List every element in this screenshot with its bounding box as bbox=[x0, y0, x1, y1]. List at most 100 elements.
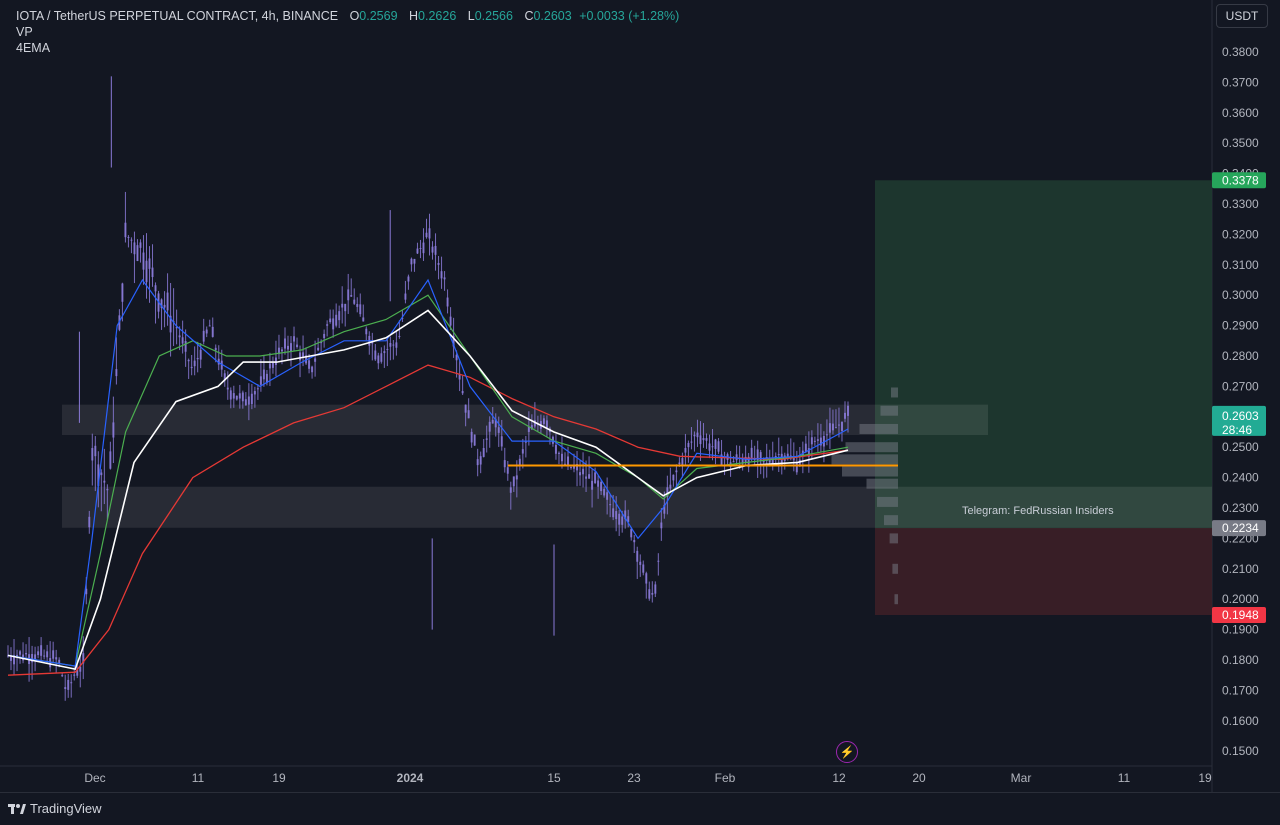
candle-body bbox=[283, 338, 286, 349]
price-tick-label: 0.1500 bbox=[1222, 744, 1259, 758]
flash-icon[interactable]: ⚡ bbox=[836, 741, 858, 763]
stop-loss-zone[interactable] bbox=[875, 528, 1212, 616]
change-value: +0.0033 (+1.28%) bbox=[579, 9, 680, 23]
candle-body bbox=[618, 513, 621, 525]
candle-body bbox=[235, 395, 238, 400]
symbol-title[interactable]: IOTA / TetherUS PERPETUAL CONTRACT, 4h, … bbox=[16, 9, 339, 23]
candle-body bbox=[392, 344, 395, 346]
price-tick-label: 0.1600 bbox=[1222, 714, 1259, 728]
candle-body bbox=[229, 390, 232, 400]
candle-body bbox=[431, 246, 434, 253]
ema-slow-line[interactable] bbox=[7, 309, 849, 671]
price-tick-label: 0.3300 bbox=[1222, 197, 1259, 211]
ema-fast-line[interactable] bbox=[7, 278, 849, 667]
candle-body bbox=[226, 387, 229, 390]
candle-body bbox=[446, 297, 449, 307]
volume-profile-bar bbox=[845, 442, 898, 453]
take-profit-price-tag-bg[interactable] bbox=[1212, 172, 1266, 189]
candle-body bbox=[840, 421, 843, 431]
candle-body bbox=[542, 418, 545, 424]
candle-body bbox=[687, 442, 690, 448]
candle-body bbox=[476, 459, 479, 466]
candle-body bbox=[633, 539, 636, 543]
candle-body bbox=[413, 258, 416, 264]
current-price-tag[interactable]: 0.2603 bbox=[1222, 409, 1259, 423]
candle-body bbox=[678, 462, 681, 465]
candle-body bbox=[702, 438, 705, 441]
candle-body bbox=[557, 452, 560, 454]
price-tick-label: 0.2700 bbox=[1222, 379, 1259, 393]
candle-body bbox=[148, 258, 151, 269]
candle-body bbox=[554, 444, 557, 454]
volume-profile-bar bbox=[859, 423, 898, 434]
price-tick-label: 0.1800 bbox=[1222, 653, 1259, 667]
candle-body bbox=[76, 669, 79, 676]
candle-body bbox=[518, 458, 521, 465]
candle-body bbox=[142, 252, 145, 270]
candle-body bbox=[636, 550, 639, 562]
stop-loss-price-tag-bg[interactable] bbox=[1212, 607, 1266, 624]
ema-mid-line[interactable] bbox=[7, 294, 849, 667]
take-profit-price-tag[interactable]: 0.3378 bbox=[1222, 173, 1259, 187]
ema-long-line[interactable] bbox=[7, 364, 849, 676]
candle-body bbox=[308, 360, 311, 369]
candle-body bbox=[25, 653, 28, 655]
tradingview-logo[interactable]: TradingView bbox=[8, 801, 102, 816]
candle-body bbox=[681, 458, 684, 466]
candle-body bbox=[657, 560, 660, 562]
candle-body bbox=[103, 480, 106, 483]
candle-body bbox=[374, 350, 377, 360]
candle-body bbox=[130, 239, 133, 241]
support-resistance-zone[interactable] bbox=[62, 404, 988, 436]
candle-body bbox=[804, 443, 807, 452]
entry-price-tag-bg[interactable] bbox=[1212, 520, 1266, 537]
volume-profile-bar bbox=[842, 466, 898, 477]
candle-body bbox=[506, 467, 509, 474]
candle-body bbox=[184, 341, 187, 352]
close-label: C bbox=[524, 9, 534, 23]
stop-loss-price-tag[interactable]: 0.1948 bbox=[1222, 608, 1259, 622]
candle-body bbox=[603, 488, 606, 496]
candle-body bbox=[732, 461, 735, 463]
time-tick-label: 11 bbox=[192, 771, 205, 785]
candle-body bbox=[831, 423, 834, 431]
candle-body bbox=[232, 393, 235, 399]
candle-body bbox=[847, 405, 849, 416]
entry-price-tag[interactable]: 0.2234 bbox=[1222, 521, 1259, 535]
price-tick-label: 0.1700 bbox=[1222, 683, 1259, 697]
candle-body bbox=[344, 303, 347, 312]
candle-body bbox=[419, 248, 422, 250]
current-price-tag-bg[interactable] bbox=[1212, 405, 1266, 436]
indicator-4ema[interactable]: 4EMA bbox=[16, 41, 51, 55]
candle-body bbox=[34, 654, 37, 662]
candle-body bbox=[684, 448, 687, 453]
low-value: 0.2566 bbox=[474, 9, 513, 23]
candle-body bbox=[250, 393, 253, 405]
candle-body bbox=[365, 328, 368, 335]
volume-profile-bar bbox=[831, 454, 898, 465]
candle-body bbox=[37, 651, 40, 656]
candle-body bbox=[169, 315, 172, 333]
candle-body bbox=[320, 342, 323, 344]
candle-body bbox=[473, 434, 476, 446]
volume-profile-bar bbox=[884, 515, 898, 526]
candle-body bbox=[699, 435, 702, 445]
candle-body bbox=[52, 650, 55, 659]
candle-body bbox=[299, 352, 302, 361]
currency-unit-button[interactable]: USDT bbox=[1216, 4, 1268, 28]
tradingview-logo-icon bbox=[8, 803, 26, 814]
candle-body bbox=[449, 316, 452, 326]
candle-body bbox=[627, 516, 630, 522]
support-resistance-zone[interactable] bbox=[62, 486, 1212, 528]
indicator-vp[interactable]: VP bbox=[16, 25, 33, 39]
volume-profile-bar bbox=[877, 496, 898, 507]
candle-body bbox=[223, 373, 226, 381]
candle-body bbox=[13, 655, 16, 665]
price-tick-label: 0.3200 bbox=[1222, 227, 1259, 241]
candle-body bbox=[326, 324, 329, 326]
take-profit-zone[interactable] bbox=[875, 180, 1212, 530]
candle-body bbox=[509, 487, 512, 493]
candle-body bbox=[711, 446, 714, 448]
candle-body bbox=[750, 447, 753, 458]
